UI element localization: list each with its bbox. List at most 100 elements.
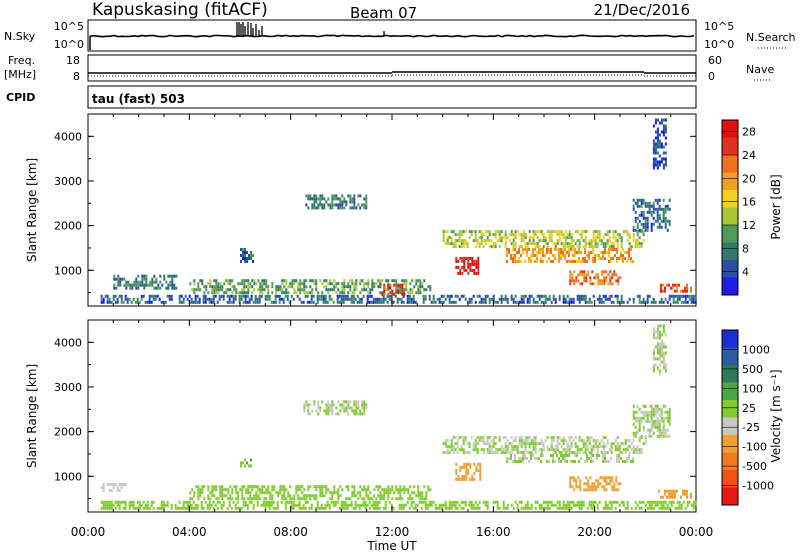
data-cell: [455, 468, 458, 472]
data-cell: [538, 245, 541, 249]
data-cell: [424, 500, 427, 504]
data-cell: [248, 500, 251, 504]
data-cell: [351, 406, 354, 410]
data-cell: [295, 279, 298, 283]
data-cell: [196, 503, 199, 507]
data-cell: [636, 428, 639, 432]
data-cell: [368, 294, 371, 298]
data-cell: [532, 233, 535, 237]
data-cell: [568, 254, 570, 257]
data-cell: [593, 488, 596, 492]
data-cell: [136, 300, 139, 304]
data-cell: [446, 236, 449, 240]
data-cell: [108, 483, 111, 486]
data-cell: [520, 460, 522, 463]
data-cell: [274, 297, 277, 301]
data-cell: [664, 428, 667, 432]
data-cell: [398, 297, 401, 301]
data-cell: [569, 479, 572, 483]
data-cell: [524, 260, 526, 263]
data-cell: [534, 451, 537, 455]
data-cell: [410, 500, 413, 504]
data-cell: [345, 200, 348, 204]
data-cell: [642, 222, 645, 226]
data-cell: [569, 282, 572, 286]
data-cell: [526, 451, 529, 455]
data-cell: [552, 457, 554, 460]
data-cell: [676, 500, 679, 504]
data-cell: [506, 248, 508, 251]
data-cell: [608, 500, 611, 504]
data-cell: [399, 491, 402, 495]
data-cell: [116, 300, 119, 304]
data-cell: [532, 230, 535, 234]
data-cell: [241, 485, 244, 489]
data-cell: [662, 216, 665, 220]
data-cell: [244, 251, 246, 254]
data-cell: [466, 242, 469, 246]
data-cell: [241, 491, 244, 495]
colorbar-segment: [722, 172, 738, 191]
data-cell: [245, 279, 248, 283]
data-cell: [353, 282, 356, 286]
data-cell: [444, 439, 447, 443]
data-cell: [372, 300, 375, 304]
data-cell: [450, 294, 453, 298]
data-cell: [112, 483, 115, 486]
data-cell: [194, 294, 197, 298]
data-cell: [355, 412, 358, 416]
data-cell: [589, 279, 592, 283]
data-cell: [632, 233, 635, 237]
data-cell: [566, 236, 569, 240]
data-cell: [268, 294, 271, 298]
data-cell: [298, 297, 301, 301]
data-cell: [157, 286, 160, 290]
data-cell: [118, 500, 121, 504]
data-cell: [544, 294, 547, 298]
data-cell: [261, 485, 264, 489]
data-cell: [660, 145, 663, 149]
data-cell: [375, 485, 378, 489]
data-cell: [115, 286, 118, 290]
data-cell: [319, 197, 322, 201]
data-cell: [243, 291, 246, 295]
data-cell: [546, 460, 548, 463]
y-tick-label: 3000: [54, 175, 82, 188]
data-cell: [200, 506, 203, 510]
data-cell: [520, 297, 523, 301]
data-cell: [227, 282, 230, 286]
data-cell: [303, 406, 306, 410]
data-cell: [119, 277, 122, 281]
data-cell: [196, 506, 199, 510]
data-cell: [297, 494, 300, 498]
data-cell: [266, 503, 269, 507]
data-cell: [603, 476, 606, 480]
data-cell: [658, 133, 661, 137]
data-cell: [473, 471, 476, 475]
data-cell: [474, 445, 477, 449]
data-cell: [596, 233, 599, 237]
data-cell: [391, 485, 394, 489]
data-cell: [167, 283, 170, 287]
data-cell: [229, 485, 232, 489]
data-cell: [390, 297, 393, 301]
data-cell: [199, 488, 202, 492]
data-cell: [353, 491, 356, 495]
data-cell: [301, 485, 304, 489]
data-cell: [462, 500, 465, 504]
data-cell: [215, 485, 218, 489]
data-cell: [530, 454, 532, 457]
data-cell: [646, 228, 649, 232]
data-cell: [203, 497, 206, 501]
data-cell: [240, 464, 242, 468]
data-cell: [479, 468, 482, 472]
data-cell: [221, 491, 224, 495]
y-tick-label: 1000: [54, 470, 82, 483]
data-cell: [656, 428, 659, 432]
data-cell: [605, 270, 608, 274]
data-cell: [465, 474, 468, 478]
data-cell: [127, 280, 130, 284]
data-cell: [244, 294, 247, 298]
data-cell: [678, 297, 681, 301]
data-cell: [150, 500, 153, 504]
